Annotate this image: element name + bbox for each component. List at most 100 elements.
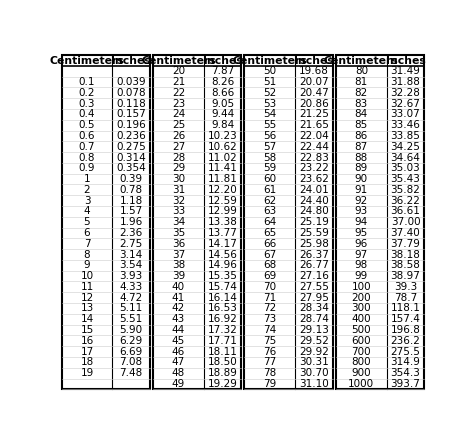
Text: 78.7: 78.7	[394, 293, 417, 303]
Text: 3.54: 3.54	[119, 260, 143, 270]
Text: 12.59: 12.59	[208, 196, 237, 205]
Text: 38.18: 38.18	[391, 249, 420, 260]
Text: 15.35: 15.35	[208, 271, 237, 281]
Text: 33: 33	[172, 206, 185, 216]
Text: 4: 4	[84, 206, 90, 216]
Text: 93: 93	[355, 206, 368, 216]
Text: 29: 29	[172, 163, 185, 173]
Text: 13.38: 13.38	[208, 217, 237, 227]
Text: 1000: 1000	[348, 379, 374, 389]
Text: 354.3: 354.3	[391, 368, 420, 378]
Text: 0.157: 0.157	[116, 110, 146, 119]
Text: 0.5: 0.5	[79, 120, 95, 130]
Text: 19.68: 19.68	[299, 66, 329, 76]
Text: 77: 77	[263, 357, 276, 367]
Text: 31: 31	[172, 185, 185, 195]
Text: 0.275: 0.275	[116, 142, 146, 152]
Text: 64: 64	[263, 217, 276, 227]
Text: 11.41: 11.41	[208, 163, 237, 173]
Text: 54: 54	[263, 110, 276, 119]
Text: 1: 1	[84, 174, 90, 184]
Text: 10.62: 10.62	[208, 142, 237, 152]
Text: 10: 10	[81, 271, 93, 281]
Text: 15.74: 15.74	[208, 282, 237, 292]
Text: 0.39: 0.39	[119, 174, 143, 184]
Text: 13: 13	[81, 304, 93, 313]
Text: 8: 8	[84, 249, 90, 260]
Text: 38: 38	[172, 260, 185, 270]
Text: 0.078: 0.078	[116, 88, 146, 98]
Text: 8.66: 8.66	[211, 88, 234, 98]
Text: 24.80: 24.80	[299, 206, 329, 216]
Text: 0.8: 0.8	[79, 153, 95, 162]
Text: 21: 21	[172, 77, 185, 87]
Text: 83: 83	[355, 99, 368, 109]
Text: 2.36: 2.36	[119, 228, 143, 238]
Text: 236.2: 236.2	[391, 336, 420, 346]
Text: 6: 6	[84, 228, 90, 238]
Text: 19.29: 19.29	[208, 379, 237, 389]
Text: 36.22: 36.22	[391, 196, 420, 205]
Text: 34: 34	[172, 217, 185, 227]
Text: 600: 600	[352, 336, 371, 346]
Text: 63: 63	[263, 206, 276, 216]
Text: 38.58: 38.58	[391, 260, 420, 270]
Text: Centimeters: Centimeters	[233, 55, 307, 66]
Text: 99: 99	[355, 271, 368, 281]
Text: 29.52: 29.52	[299, 336, 329, 346]
Text: 29.13: 29.13	[299, 325, 329, 335]
Text: 22: 22	[172, 88, 185, 98]
Text: 68: 68	[263, 260, 276, 270]
Text: 34.25: 34.25	[391, 142, 420, 152]
Text: 47: 47	[172, 357, 185, 367]
Text: 4.33: 4.33	[119, 282, 143, 292]
Text: 6.69: 6.69	[119, 347, 143, 356]
Text: 22.04: 22.04	[299, 131, 329, 141]
Text: 39.3: 39.3	[394, 282, 417, 292]
Text: 32: 32	[172, 196, 185, 205]
Text: 72: 72	[263, 304, 276, 313]
Text: 70: 70	[264, 282, 276, 292]
Text: 30.70: 30.70	[299, 368, 329, 378]
Text: 37.40: 37.40	[391, 228, 420, 238]
Text: 400: 400	[352, 314, 371, 324]
Text: 35.03: 35.03	[391, 163, 420, 173]
Text: 700: 700	[352, 347, 371, 356]
Text: 4.72: 4.72	[119, 293, 143, 303]
Text: 5.90: 5.90	[119, 325, 143, 335]
Text: 0.314: 0.314	[116, 153, 146, 162]
Text: 0.9: 0.9	[79, 163, 95, 173]
Text: 48: 48	[172, 368, 185, 378]
Text: 25.98: 25.98	[299, 239, 329, 249]
Text: 36: 36	[172, 239, 185, 249]
Text: 69: 69	[263, 271, 276, 281]
Text: 58: 58	[263, 153, 276, 162]
Text: 1.96: 1.96	[119, 217, 143, 227]
Text: 3.93: 3.93	[119, 271, 143, 281]
Text: 2: 2	[84, 185, 90, 195]
Text: 32.67: 32.67	[391, 99, 420, 109]
Text: 74: 74	[263, 325, 276, 335]
Text: 40: 40	[172, 282, 185, 292]
Text: 28.74: 28.74	[299, 314, 329, 324]
Text: 12.20: 12.20	[208, 185, 237, 195]
Text: 5.51: 5.51	[119, 314, 143, 324]
Text: 0.3: 0.3	[79, 99, 95, 109]
Text: 65: 65	[263, 228, 276, 238]
Text: 31.88: 31.88	[391, 77, 420, 87]
Text: 7.48: 7.48	[119, 368, 143, 378]
Text: 67: 67	[263, 249, 276, 260]
Text: 12: 12	[81, 293, 93, 303]
Text: 16.14: 16.14	[208, 293, 237, 303]
Text: Centimeters: Centimeters	[141, 55, 216, 66]
Text: 2.75: 2.75	[119, 239, 143, 249]
Text: 26: 26	[172, 131, 185, 141]
Text: 29.92: 29.92	[299, 347, 329, 356]
Text: 19: 19	[81, 368, 93, 378]
Text: 60: 60	[264, 174, 276, 184]
Text: 46: 46	[172, 347, 185, 356]
Text: 11.81: 11.81	[208, 174, 237, 184]
Text: 51: 51	[263, 77, 276, 87]
Bar	[336, 55, 424, 389]
Bar	[245, 55, 333, 389]
